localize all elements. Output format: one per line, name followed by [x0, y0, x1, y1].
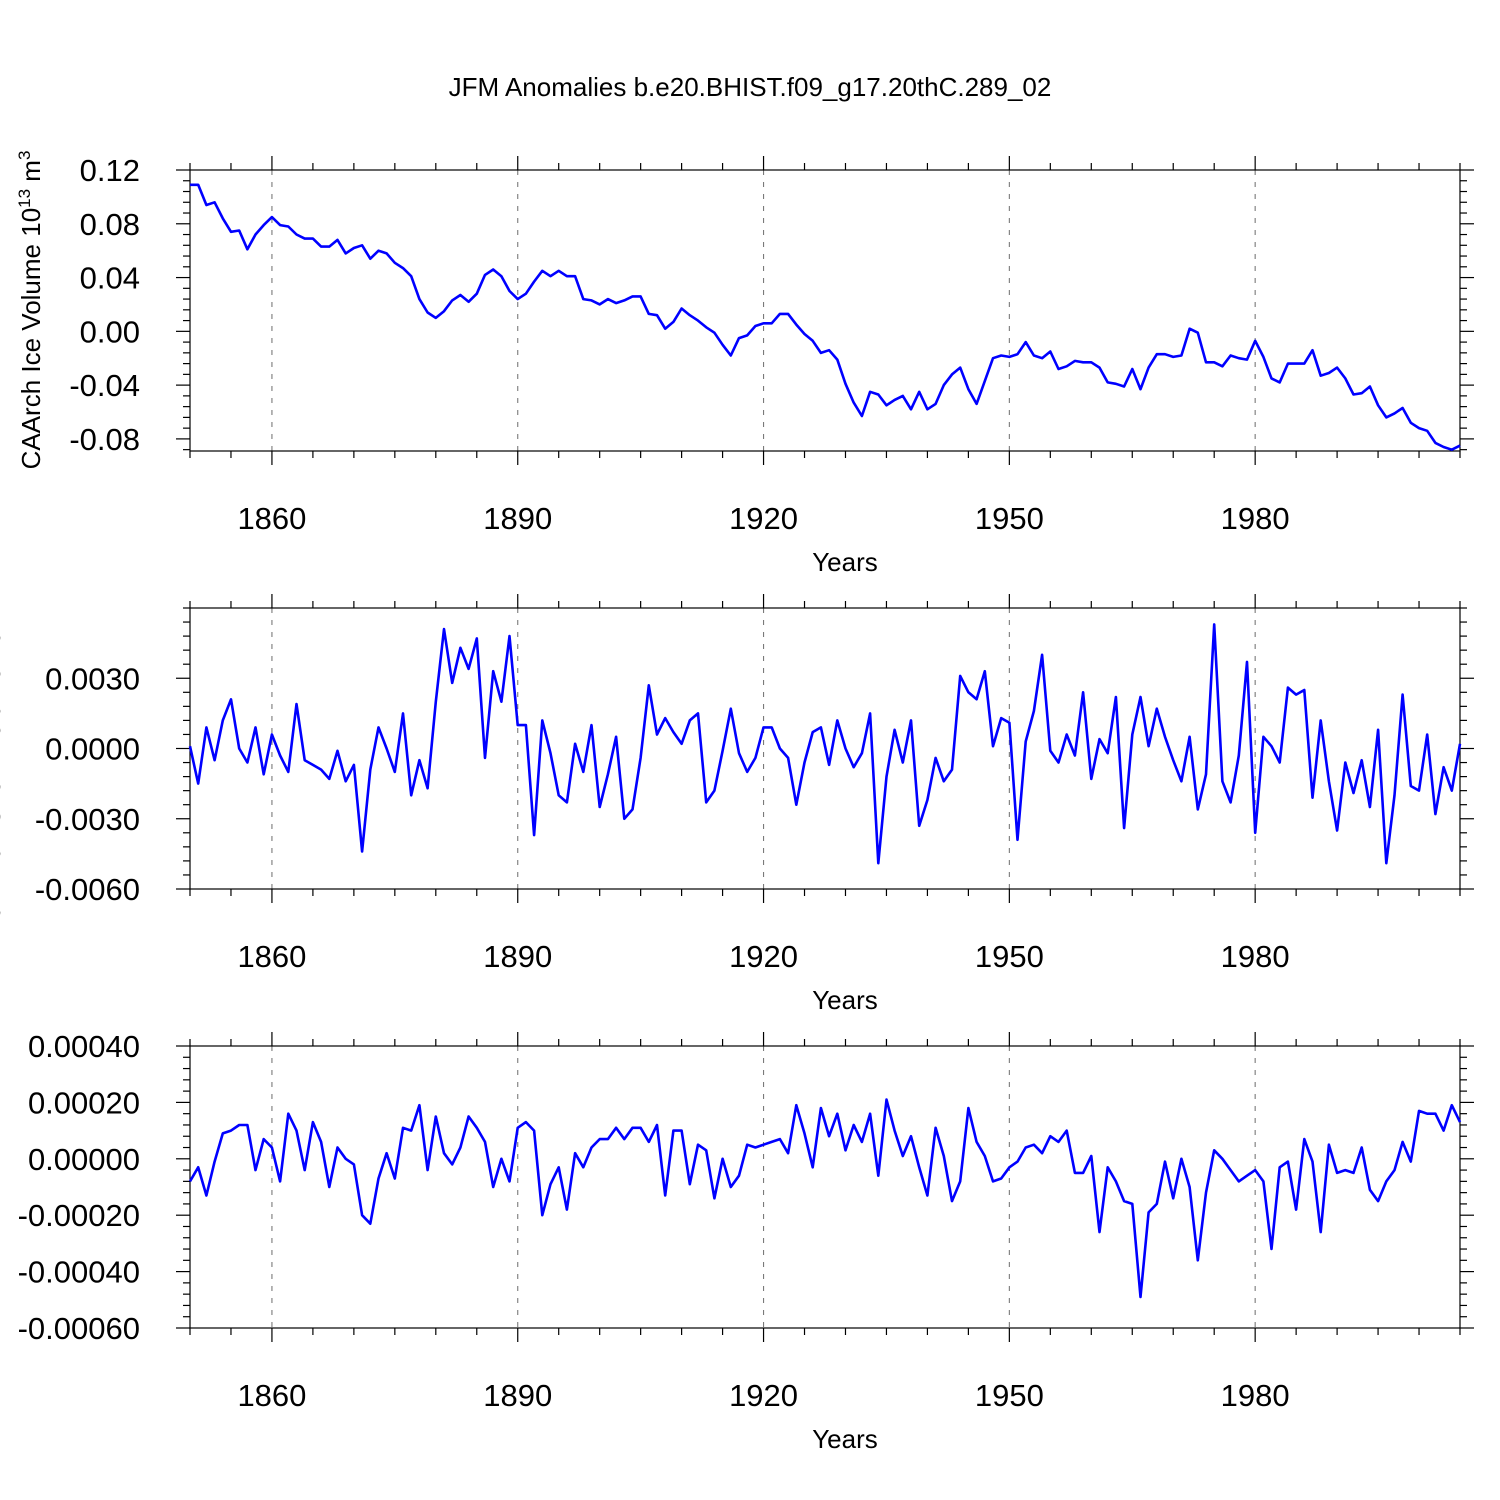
- x-tick-label: 1890: [483, 939, 552, 974]
- x-tick-label: 1860: [237, 1378, 306, 1413]
- y-axis-title-exponent: 13: [15, 189, 34, 208]
- x-tick-label: 1920: [729, 1378, 798, 1413]
- ice-volume-series-line: [190, 183, 1461, 452]
- y-tick-label: 0.00: [80, 314, 140, 349]
- y-tick-label: 0.00020: [28, 1085, 140, 1120]
- y-tick-label: 0.0030: [45, 661, 140, 696]
- y-axis-title-main: CAArch Ice Volume 10: [16, 208, 46, 470]
- x-tick-label: 1950: [975, 501, 1044, 536]
- y-axis-title-unit-exponent: 3: [15, 151, 34, 160]
- x-tick-label: 1860: [237, 501, 306, 536]
- y-tick-label: -0.04: [69, 368, 140, 403]
- ice-volume-panel: 0.12 0.08 0.04 0.00 -0.04 -0.08 1860 1890 1920 19…: [15, 151, 1474, 577]
- y-axis-title-unit: m: [16, 160, 46, 189]
- y-tick-label: 0.04: [80, 261, 140, 296]
- y-tick-label: -0.00040: [18, 1255, 140, 1290]
- chart-title: JFM Anomalies b.e20.BHIST.f09_g17.20thC.…: [449, 72, 1052, 102]
- plot-frame: [189, 1045, 1461, 1329]
- x-tick-label: 1950: [975, 1378, 1044, 1413]
- x-axis-title: Years: [812, 1424, 878, 1454]
- x-tick-label: 1980: [1221, 501, 1290, 536]
- x-tick-label: 1890: [483, 501, 552, 536]
- y-tick-label: 0.08: [80, 207, 140, 242]
- y-tick-label: 0.00040: [28, 1029, 140, 1064]
- y-tick-label: -0.00020: [18, 1198, 140, 1233]
- snow-volume-panel: 0.0030 0.0000 -0.0030 -0.0060 1860 1890 1920 19…: [0, 573, 1474, 1015]
- y-tick-label: 0.00000: [28, 1142, 140, 1177]
- y-axis-title: CAArch Ice Volume 1013 m3: [15, 151, 46, 470]
- y-tick-label: 0.0000: [45, 732, 140, 767]
- x-axis-title: Years: [812, 547, 878, 577]
- y-tick-label: -0.0060: [35, 872, 140, 907]
- y-tick-label: 0.12: [80, 153, 140, 188]
- x-axis-title: Years: [812, 985, 878, 1015]
- third-series-series-line: [188, 1098, 1462, 1299]
- y-axis-title: CAArch Snow Volume 1013 m3: [0, 573, 6, 922]
- x-tick-label: 1890: [483, 1378, 552, 1413]
- y-tick-label: -0.0030: [35, 802, 140, 837]
- third-series-panel: 0.00040 0.00020 0.00000 -0.00020 -0.00040 -0.…: [18, 1029, 1474, 1454]
- x-tick-label: 1980: [1221, 1378, 1290, 1413]
- x-tick-label: 1920: [729, 501, 798, 536]
- y-tick-label: -0.00060: [18, 1311, 140, 1346]
- y-axis-title-unit: m: [0, 583, 6, 612]
- x-tick-label: 1920: [729, 939, 798, 974]
- plot-frame: [189, 169, 1461, 452]
- x-tick-label: 1860: [237, 939, 306, 974]
- y-axis-title-main: CAArch Snow Volume 10: [0, 631, 6, 923]
- y-tick-label: -0.08: [69, 422, 140, 457]
- x-tick-label: 1980: [1221, 939, 1290, 974]
- x-tick-label: 1950: [975, 939, 1044, 974]
- snow-volume-series-line: [188, 623, 1462, 865]
